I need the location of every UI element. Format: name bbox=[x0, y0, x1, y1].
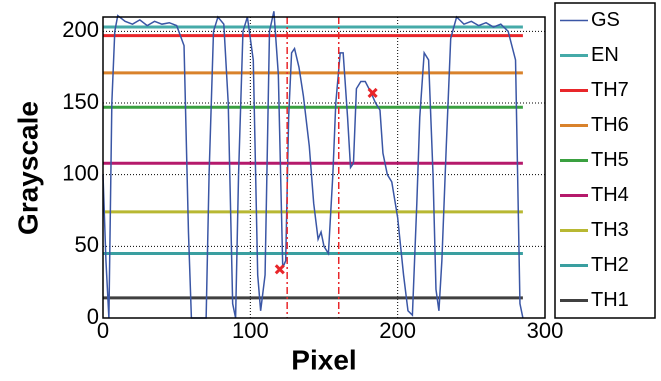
y-tick-label: 200 bbox=[62, 17, 99, 42]
x-axis-label: Pixel bbox=[291, 344, 356, 375]
line-series bbox=[102, 11, 524, 319]
legend-label: TH5 bbox=[591, 149, 629, 171]
legend-label: TH1 bbox=[591, 289, 629, 311]
y-tick-label: 100 bbox=[62, 160, 99, 185]
x-marker bbox=[367, 87, 378, 99]
y-axis-label: Grayscale bbox=[12, 101, 43, 235]
legend-label: TH6 bbox=[591, 114, 629, 136]
legend-label: GS bbox=[591, 9, 620, 31]
legend-label: TH3 bbox=[591, 219, 629, 241]
legend-label: EN bbox=[591, 44, 619, 66]
x-marker bbox=[274, 264, 285, 275]
y-tick-label: 50 bbox=[75, 232, 99, 257]
y-tick-label: 150 bbox=[62, 89, 99, 114]
x-tick-label: 300 bbox=[527, 318, 564, 343]
legend-label: TH4 bbox=[591, 184, 629, 206]
x-tick-label: 0 bbox=[97, 318, 109, 343]
x-tick-label: 100 bbox=[232, 318, 269, 343]
legend-label: TH7 bbox=[591, 79, 629, 101]
y-tick-label: 0 bbox=[87, 304, 99, 329]
x-tick-label: 200 bbox=[379, 318, 416, 343]
plot-frame bbox=[102, 16, 546, 319]
legend-label: TH2 bbox=[591, 254, 629, 276]
